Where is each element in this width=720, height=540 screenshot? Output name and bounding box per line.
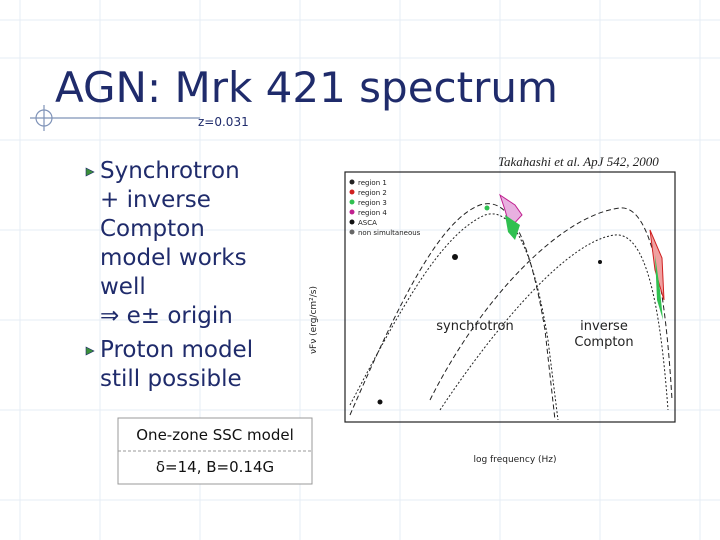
bullet-text: Proton model bbox=[100, 337, 253, 363]
citation: Takahashi et al. ApJ 542, 2000 bbox=[498, 154, 659, 169]
legend-entry: region 3 bbox=[358, 199, 387, 207]
y-axis-label: νFν (erg/cm²/s) bbox=[309, 286, 319, 354]
xray-data-green bbox=[505, 215, 520, 240]
legend-marker bbox=[349, 199, 355, 205]
figure-text: Takahashi et al. ApJ 542, 2000 synchrotro… bbox=[309, 154, 659, 465]
legend-marker bbox=[349, 209, 355, 215]
legend-marker bbox=[349, 229, 355, 235]
data-point bbox=[598, 260, 602, 264]
x-axis-label: log frequency (Hz) bbox=[473, 455, 556, 465]
data-point bbox=[484, 205, 490, 211]
legend-entry: region 4 bbox=[358, 209, 387, 217]
bullet-text: ⇒ e± origin bbox=[100, 303, 233, 329]
bullet-text: Compton bbox=[100, 216, 205, 242]
compton-curve-alt bbox=[439, 234, 669, 411]
bullet-text: model works bbox=[100, 245, 247, 271]
bullet-icon bbox=[85, 346, 95, 356]
xray-data bbox=[499, 193, 523, 229]
title: AGN: Mrk 421 spectrum bbox=[55, 63, 558, 112]
sync-curve bbox=[349, 203, 556, 421]
model-box-text: δ=14, B=0.14G bbox=[156, 458, 274, 476]
legend-marker bbox=[349, 179, 355, 185]
legend-entry: non simultaneous bbox=[358, 229, 421, 237]
bullet-text: still possible bbox=[100, 366, 242, 392]
sync-curve-alt bbox=[349, 213, 559, 421]
model-box-text: One-zone SSC model bbox=[136, 426, 294, 444]
legend-entry: region 1 bbox=[358, 179, 387, 187]
curve-label: Compton bbox=[574, 335, 633, 350]
subtitle: z=0.031 bbox=[198, 115, 249, 129]
bullet-list: Synchrotron + inverse Compton model works we… bbox=[85, 158, 253, 392]
bullet-text: Synchrotron bbox=[100, 158, 240, 184]
tev-data-green bbox=[655, 255, 663, 320]
bullet-text: + inverse bbox=[100, 187, 211, 213]
figure bbox=[344, 171, 676, 423]
legend-entry: region 2 bbox=[358, 189, 387, 197]
plot-frame bbox=[344, 171, 676, 423]
data-point bbox=[377, 399, 383, 405]
legend-marker bbox=[349, 189, 355, 195]
data-point bbox=[452, 254, 458, 260]
compton-curve bbox=[429, 207, 673, 401]
curve-label: synchrotron bbox=[436, 319, 513, 334]
bullet-text: well bbox=[100, 274, 146, 300]
bullet-icon bbox=[85, 167, 95, 177]
tev-data bbox=[649, 229, 665, 301]
legend-entry: ASCA bbox=[358, 219, 377, 227]
legend-marker bbox=[349, 219, 355, 225]
model-box-text: One-zone SSC model δ=14, B=0.14G bbox=[136, 426, 294, 476]
curve-label: inverse bbox=[580, 319, 628, 334]
